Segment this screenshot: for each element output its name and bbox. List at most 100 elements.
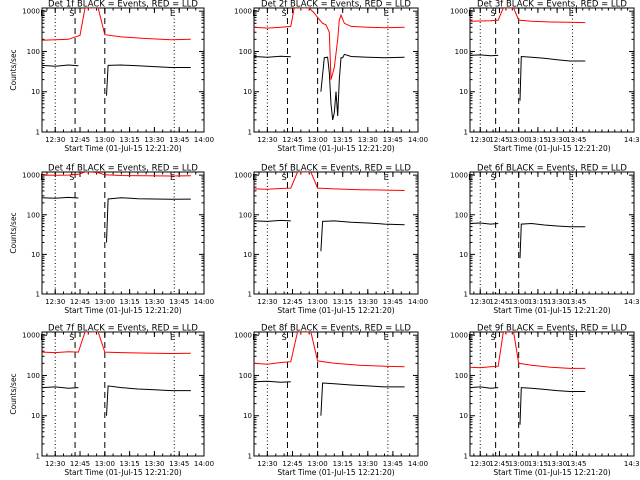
y-tick-label: 1000 [22, 8, 40, 16]
x-tick-label: 13:00 [307, 298, 327, 306]
x-axis-label: Start Time (01-Jul-15 12:21:20) [64, 468, 181, 477]
x-tick-label: 13:45 [566, 460, 586, 468]
lld-line [470, 8, 586, 24]
x-axis-label: Start Time (01-Jul-15 12:21:20) [493, 306, 610, 315]
panel-det-6: Det 6f BLACK = Events, RED = LLD 1 10 100 10… [450, 164, 640, 316]
plot-frame [469, 171, 635, 295]
x-tick-label: 13:15 [333, 460, 353, 468]
y-tick-label: 1000 [22, 172, 40, 180]
x-tick-label: 12:45 [282, 136, 302, 144]
panel-det-4: Det 4f BLACK = Events, RED = LLD 1 10 100 10… [9, 164, 214, 316]
interval-marker-s: S [69, 333, 74, 342]
events-line [470, 222, 499, 225]
interval-marker-e: E [384, 173, 389, 182]
interval-marker-e: E [252, 9, 257, 18]
interval-marker-e: E [569, 173, 574, 182]
x-tick-label: 13:45 [383, 298, 403, 306]
y-tick-label: 1000 [234, 332, 252, 340]
y-tick-label: 100 [27, 372, 40, 380]
x-tick-label: 12:30 [45, 460, 65, 468]
panel-title: Det 2f BLACK = Events, RED = LLD [261, 0, 411, 10]
x-tick-label: 13:30 [144, 298, 164, 306]
interval-marker-s: S [282, 9, 287, 18]
y-tick-label: 1 [248, 129, 252, 137]
x-tick-label: 13:15 [120, 136, 140, 144]
x-axis-label: Start Time (01-Jul-15 12:21:20) [493, 144, 610, 153]
events-line [106, 197, 191, 243]
y-tick-label: 10 [459, 251, 468, 259]
lld-line [42, 332, 191, 355]
panel-title: Det 6f BLACK = Events, RED = LLD [477, 164, 627, 174]
x-tick-label: 14:30 [624, 136, 640, 144]
panel-title: Det 7f BLACK = Events, RED = LLD [48, 324, 198, 334]
x-tick-label: 13:30 [144, 460, 164, 468]
panel-det-3: Det 3f BLACK = Events, RED = LLD 1 10 100 10… [450, 0, 640, 153]
events-line [320, 53, 405, 121]
y-tick-label: 1000 [450, 8, 468, 16]
y-tick-label: 1000 [450, 172, 468, 180]
lld-line [254, 332, 405, 368]
x-tick-label: 13:45 [566, 298, 586, 306]
panel-det-2: Det 2f BLACK = Events, RED = LLD 1 10 100 10… [234, 0, 428, 153]
x-tick-label: 12:45 [282, 460, 302, 468]
x-tick-label: 12:45 [489, 298, 509, 306]
y-tick-label: 1000 [22, 332, 40, 340]
events-line [320, 220, 405, 252]
x-tick-label: 12:45 [489, 460, 509, 468]
events-line [519, 387, 586, 425]
interval-marker-e: E [569, 9, 574, 18]
y-tick-label: 1 [36, 453, 40, 461]
y-axis-label: Counts/sec [9, 49, 18, 90]
x-tick-label: 13:30 [358, 298, 378, 306]
y-tick-label: 1 [464, 291, 468, 299]
x-axis-label: Start Time (01-Jul-15 12:21:20) [64, 306, 181, 315]
x-axis-label: Start Time (01-Jul-15 12:21:20) [277, 468, 394, 477]
interval-marker-s: S [282, 333, 287, 342]
y-tick-label: 10 [31, 88, 40, 96]
x-tick-label: 13:00 [509, 298, 529, 306]
interval-marker-s: S [491, 173, 496, 182]
y-tick-label: 1 [36, 129, 40, 137]
events-line [519, 222, 586, 259]
x-tick-label: 13:30 [144, 136, 164, 144]
x-tick-label: 13:45 [169, 298, 189, 306]
x-tick-label: 12:45 [70, 298, 90, 306]
interval-marker-s: S [69, 173, 74, 182]
interval-marker-e: E [569, 333, 574, 342]
x-tick-label: 14:00 [194, 460, 214, 468]
x-tick-label: 13:15 [528, 298, 548, 306]
events-line [254, 219, 291, 222]
plot-frame [41, 171, 205, 295]
x-tick-label: 12:30 [45, 298, 65, 306]
x-tick-label: 12:45 [282, 298, 302, 306]
y-tick-label: 100 [455, 372, 468, 380]
panel-title: Det 3f BLACK = Events, RED = LLD [477, 0, 627, 10]
x-tick-label: 12:30 [45, 136, 65, 144]
interval-marker-e: E [170, 333, 175, 342]
x-tick-label: 13:00 [95, 298, 115, 306]
plot-frame [41, 331, 205, 457]
x-tick-label: 13:15 [333, 298, 353, 306]
y-tick-label: 100 [239, 211, 252, 219]
interval-marker-e: E [40, 9, 45, 18]
x-tick-label: 12:45 [70, 136, 90, 144]
x-tick-label: 12:30 [257, 136, 277, 144]
x-tick-label: 13:45 [566, 136, 586, 144]
x-tick-label: 13:45 [383, 136, 403, 144]
events-line [254, 55, 291, 58]
events-line [320, 382, 405, 416]
interval-marker-e: E [384, 9, 389, 18]
interval-marker-e: E [40, 333, 45, 342]
x-tick-label: 13:30 [547, 460, 567, 468]
events-line [42, 196, 79, 199]
x-tick-label: 13:30 [547, 136, 567, 144]
y-tick-label: 1 [464, 129, 468, 137]
y-tick-label: 100 [455, 211, 468, 219]
x-tick-label: 13:00 [509, 136, 529, 144]
y-tick-label: 100 [239, 372, 252, 380]
y-tick-label: 10 [459, 412, 468, 420]
y-tick-label: 100 [27, 211, 40, 219]
panel-det-5: Det 5f BLACK = Events, RED = LLD 1 10 100 10… [234, 164, 428, 316]
plot-frame [253, 7, 419, 133]
